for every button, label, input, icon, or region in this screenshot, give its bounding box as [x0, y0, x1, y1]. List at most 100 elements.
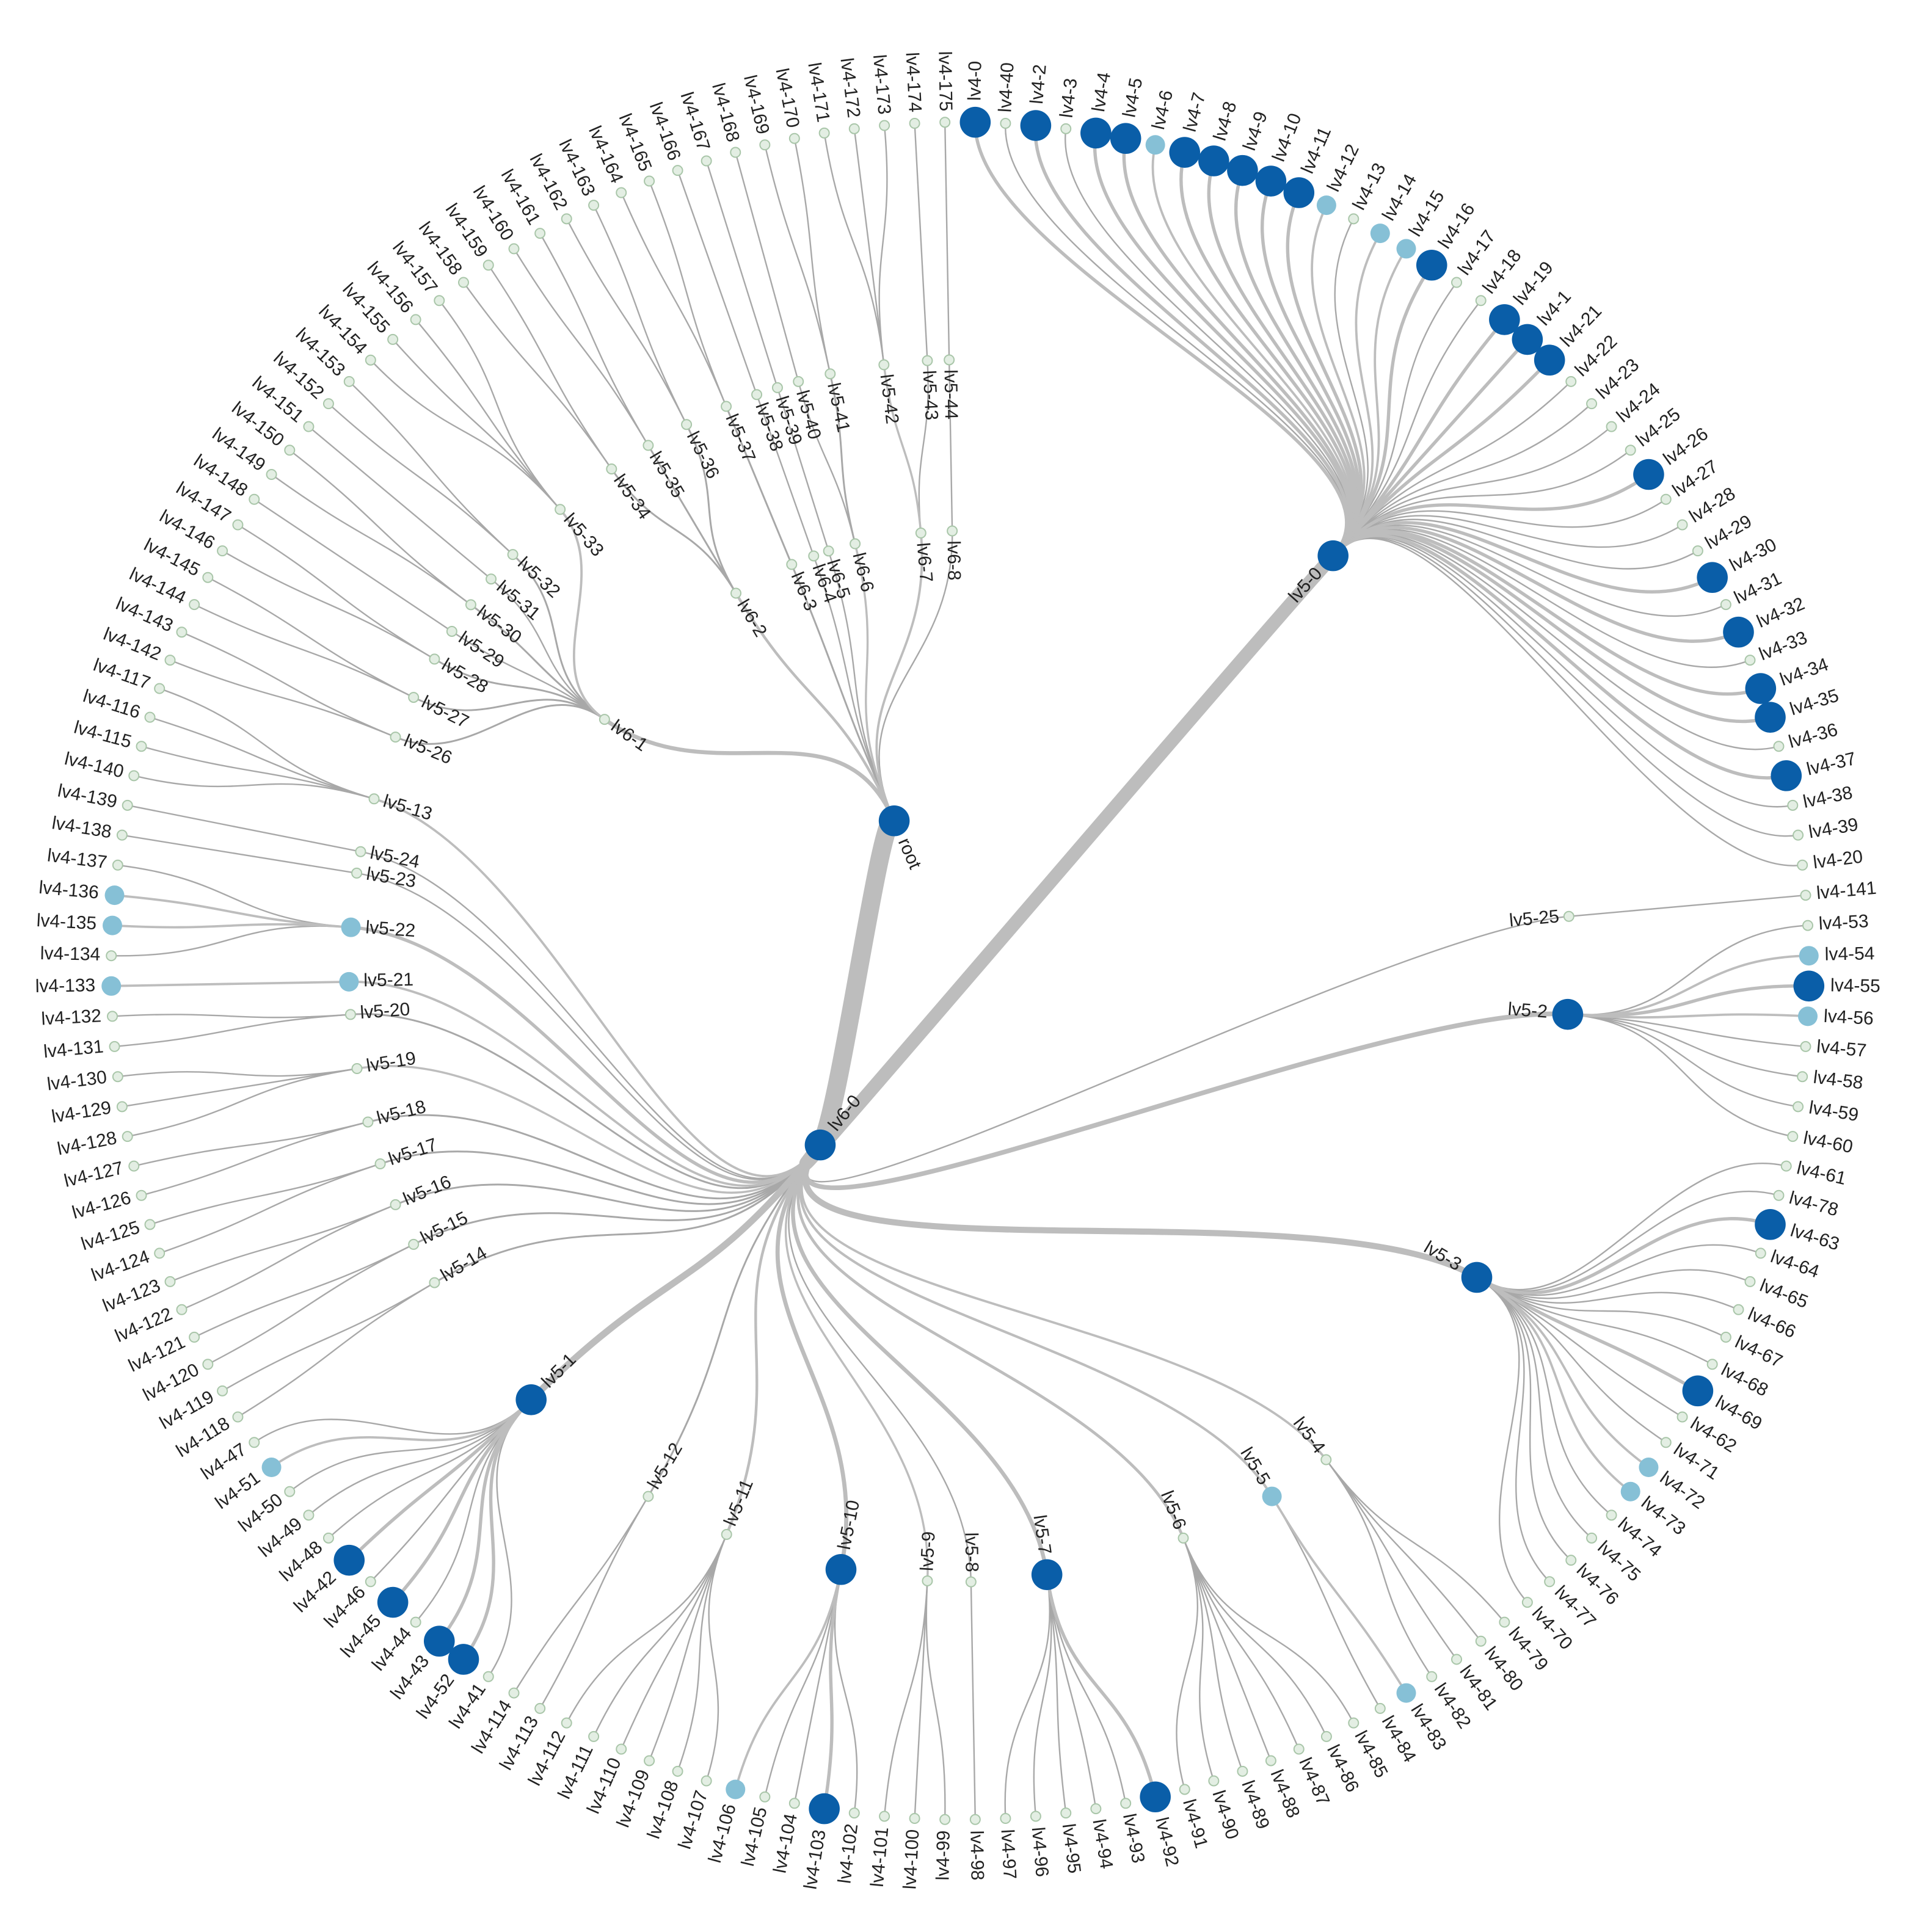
- link: [487, 264, 613, 470]
- link: [194, 604, 414, 699]
- link: [1568, 894, 1806, 917]
- leaf-node: [1682, 1375, 1714, 1407]
- link: [1331, 526, 1739, 643]
- leaf-node: [809, 1793, 840, 1825]
- leaf-node: [1799, 946, 1819, 966]
- link: [207, 1243, 414, 1365]
- link: [1182, 1538, 1300, 1749]
- leaf-node: [410, 314, 421, 325]
- link: [799, 551, 1338, 1171]
- leaf-node: [1416, 249, 1447, 281]
- leaf-node: [1755, 1209, 1786, 1240]
- link: [1476, 1276, 1699, 1393]
- link: [141, 746, 374, 800]
- node: [599, 714, 610, 725]
- leaf-node: [154, 1247, 166, 1259]
- leaf-node: [616, 187, 627, 198]
- leaf-node: [1639, 1458, 1659, 1478]
- link: [114, 1014, 351, 1048]
- link: [289, 1399, 532, 1492]
- leaf-node: [106, 1011, 118, 1022]
- link: [413, 696, 605, 721]
- leaf-node: [1797, 859, 1808, 871]
- leaf-node: [788, 133, 800, 144]
- leaf-node: [818, 127, 830, 139]
- link: [463, 281, 613, 470]
- leaf-node: [365, 1576, 376, 1588]
- leaf-node: [1633, 459, 1664, 490]
- link: [1325, 1459, 1433, 1677]
- leaf-node: [1793, 1101, 1804, 1113]
- leaf-node: [1265, 1755, 1276, 1767]
- leaf-node: [1565, 1555, 1577, 1566]
- leaf-node: [1755, 1247, 1766, 1259]
- node: [351, 867, 363, 879]
- leaf-node: [1780, 1160, 1792, 1172]
- link: [705, 161, 779, 388]
- node: [429, 1277, 440, 1288]
- link: [133, 775, 374, 800]
- link: [593, 1534, 727, 1737]
- link: [117, 1067, 357, 1078]
- leaf-node: [136, 1189, 147, 1201]
- leaf-label: lv4-2: [1027, 64, 1050, 105]
- leaf-label: lv4-40: [995, 62, 1017, 112]
- link: [970, 1582, 977, 1820]
- leaf-node: [154, 683, 166, 694]
- leaf-node: [232, 1411, 244, 1423]
- link: [348, 1398, 533, 1562]
- link: [1476, 1276, 1528, 1603]
- link: [470, 604, 605, 721]
- link: [111, 925, 351, 957]
- link: [1270, 1495, 1408, 1694]
- leaf-node: [423, 1625, 455, 1657]
- link: [1567, 1013, 1793, 1138]
- leaf-node: [176, 626, 187, 638]
- link: [804, 1011, 1568, 1191]
- leaf-label: lv4-57: [1816, 1036, 1867, 1061]
- leaf-node: [1521, 1597, 1533, 1608]
- leaf-node: [106, 950, 117, 962]
- leaf-node: [164, 655, 176, 666]
- node: [681, 419, 693, 430]
- leaf-node: [333, 1544, 365, 1576]
- leaf-node: [939, 117, 951, 128]
- link: [775, 1143, 849, 1570]
- node: [825, 1554, 857, 1585]
- leaf-node: [1120, 1798, 1132, 1809]
- leaf-node: [1773, 741, 1785, 752]
- link: [1476, 1276, 1551, 1583]
- link: [1332, 515, 1683, 556]
- leaf-node: [848, 1807, 860, 1819]
- leaf-node: [1800, 1040, 1811, 1052]
- leaf-node: [144, 711, 156, 723]
- link: [490, 578, 605, 721]
- node: [922, 355, 933, 366]
- leaf-node: [1512, 324, 1543, 355]
- leaf-node: [112, 1071, 123, 1083]
- node: [1563, 910, 1574, 922]
- leaf-node: [1586, 398, 1598, 410]
- leaf-label: lv4-56: [1823, 1006, 1874, 1029]
- link: [413, 1144, 821, 1246]
- link: [170, 1204, 396, 1283]
- leaf-node: [284, 445, 296, 456]
- link: [1476, 1276, 1727, 1338]
- link: [112, 1014, 351, 1019]
- node: [771, 382, 783, 393]
- leaf-node: [232, 519, 244, 531]
- leaf-node: [1179, 1784, 1190, 1795]
- link: [1182, 1538, 1327, 1737]
- link: [1286, 192, 1363, 557]
- leaf-node: [457, 277, 469, 288]
- leaf-node: [1798, 1006, 1818, 1026]
- node-label: lv5-44: [941, 369, 961, 419]
- node: [751, 389, 763, 401]
- leaf-node: [448, 1644, 479, 1675]
- node-label: lv5-25: [1509, 906, 1560, 931]
- link: [566, 218, 688, 425]
- leaf-node: [1606, 1509, 1617, 1521]
- leaf-node: [109, 1040, 120, 1052]
- leaf-node: [1396, 239, 1416, 259]
- node: [555, 504, 566, 515]
